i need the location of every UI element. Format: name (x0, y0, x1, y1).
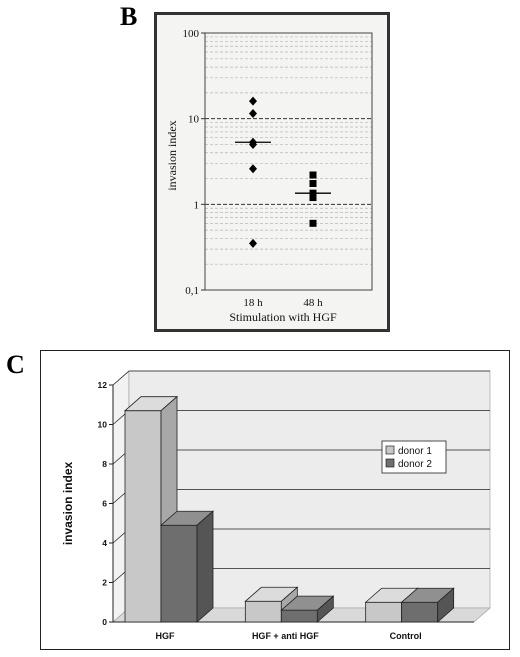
x-category-label: HGF + anti HGF (252, 631, 319, 641)
panel-c-letter: C (6, 350, 25, 379)
square-point (309, 171, 317, 179)
diamond-point (249, 96, 257, 106)
bar-side (196, 510, 214, 623)
y-tick-label: 100 (183, 28, 200, 40)
x-category-label: HGF (156, 631, 176, 641)
bar-front (280, 609, 318, 623)
y-axis-label: invasion index (165, 120, 179, 190)
legend-label: donor 2 (398, 459, 432, 470)
x-category-label: Control (390, 631, 422, 641)
y-axis-label: invasion index (61, 461, 75, 545)
bar-front (160, 524, 198, 623)
x-category-label: 48 h (303, 297, 323, 309)
y-tick-label: 12 (98, 380, 108, 390)
panel-b-frame (154, 12, 390, 332)
bar-front (401, 601, 439, 623)
bar-side (437, 587, 455, 623)
x-category-label: 18 h (243, 297, 263, 309)
square-point (309, 194, 317, 202)
y-tick-label: 10 (98, 420, 108, 430)
legend-swatch (385, 458, 395, 468)
bar-front (244, 600, 282, 623)
y-tick-label: 4 (102, 538, 107, 548)
diamond-point (249, 108, 257, 118)
legend-label: donor 1 (398, 446, 432, 457)
y-tick-label: 6 (102, 499, 107, 509)
y-tick-label: 1 (194, 199, 200, 211)
square-point (309, 219, 317, 227)
gridline (112, 370, 490, 386)
legend-swatch (385, 445, 395, 455)
y-tick-label: 0 (102, 617, 107, 627)
y-tick-label: 8 (102, 459, 107, 469)
diamond-point (249, 238, 257, 248)
diamond-point (249, 164, 257, 174)
square-point (309, 180, 317, 188)
y-tick-label: 2 (102, 578, 107, 588)
bar-front (365, 601, 403, 623)
y-tick-label: 0,1 (185, 285, 199, 297)
y-tick-label: 10 (188, 114, 200, 126)
plot-area-frame (204, 32, 373, 291)
x-axis-label: Stimulation with HGF (229, 310, 337, 324)
bar-front (124, 410, 162, 623)
bar-side (316, 595, 334, 623)
panel-b-letter: B (120, 2, 138, 31)
